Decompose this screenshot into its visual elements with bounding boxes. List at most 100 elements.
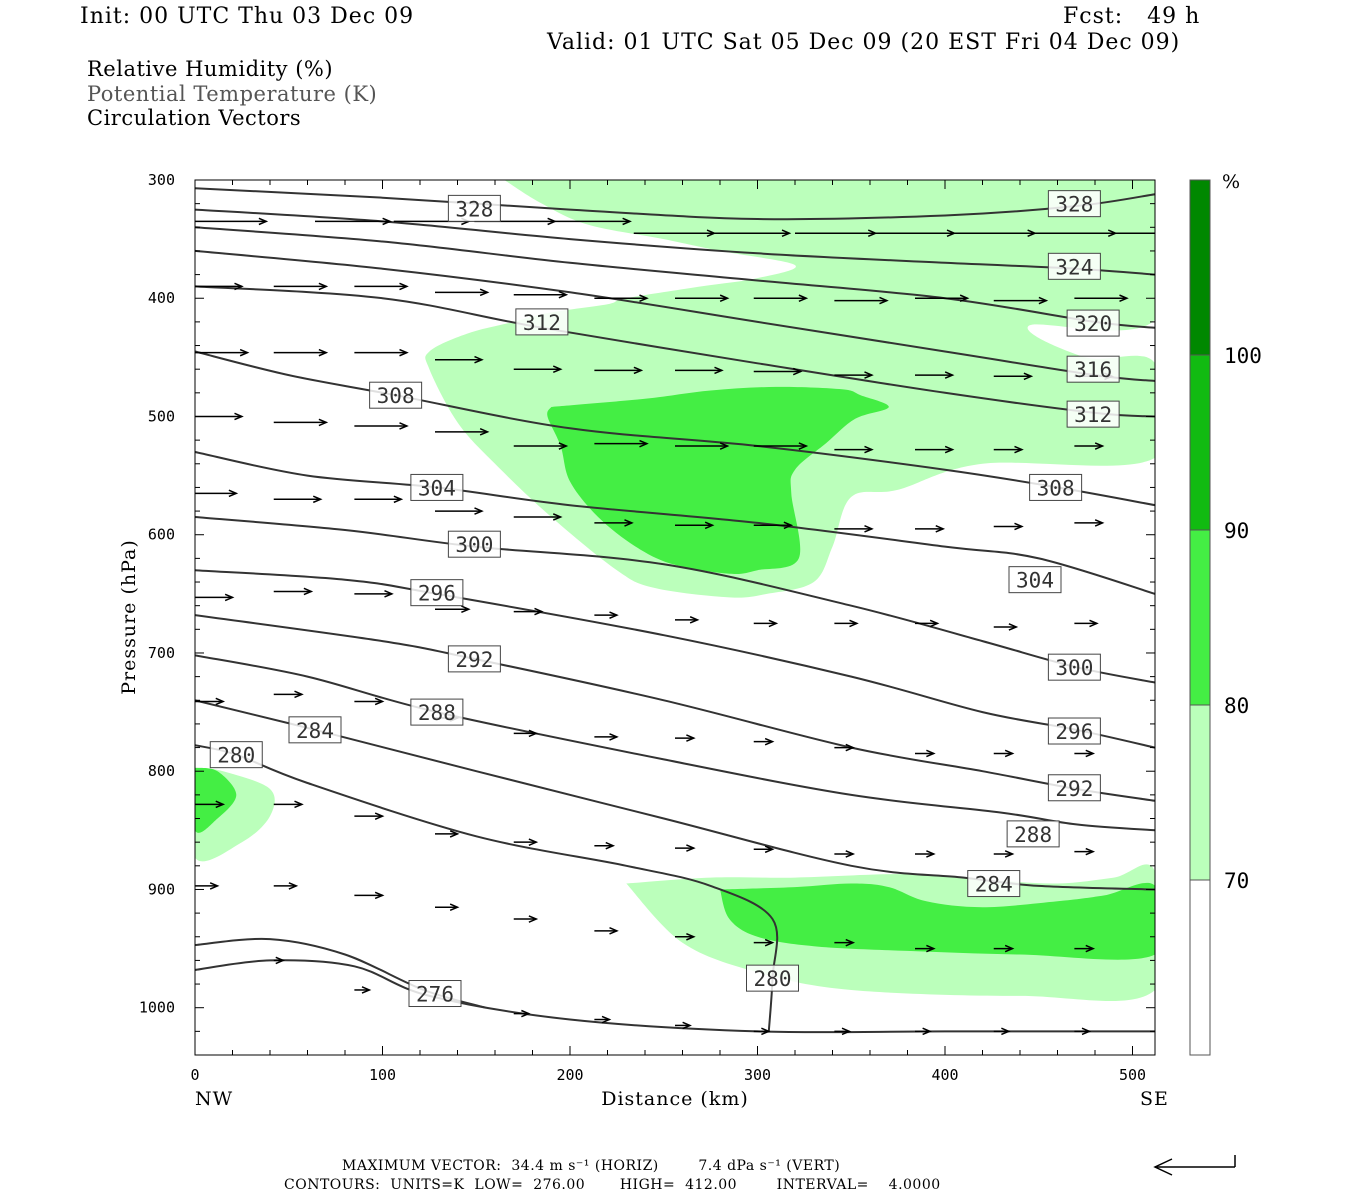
vector-head [474, 507, 484, 515]
contour-label-box [369, 381, 423, 409]
circulation-vector [435, 830, 460, 838]
contour-label-box [447, 645, 501, 673]
vector-head [864, 525, 874, 533]
circulation-vector [273, 418, 329, 427]
vector-head [704, 521, 715, 530]
colorbar-segment [1189, 354, 1211, 531]
vector-head [944, 371, 955, 379]
circulation-vector [993, 445, 1024, 454]
circulation-vector [915, 294, 970, 303]
theta-contour-280 [195, 744, 779, 1032]
vector-head [864, 445, 874, 454]
colorbar-segment [1189, 879, 1211, 1056]
contour-label-300: 300 [455, 533, 493, 557]
vector-head [761, 1027, 771, 1036]
axes-layer: 0 100 200 300 400 500 300 400 500 600 700 800 900 100… [139, 171, 1155, 1084]
reference-vector-arrow [1153, 1155, 1236, 1176]
vector-head [1004, 749, 1015, 758]
vector-head [1004, 944, 1015, 953]
circulation-vector [753, 737, 775, 746]
circulation-vector [993, 749, 1015, 758]
contour-label-304: 304 [418, 476, 456, 500]
vector-head [879, 296, 889, 305]
vector-head [558, 290, 569, 299]
y-tick-label: 700 [148, 644, 175, 662]
circulation-vector [915, 850, 936, 858]
plot-frame [194, 179, 1156, 1056]
vector-head [552, 513, 563, 521]
circulation-vector [273, 348, 329, 357]
vector-head [361, 986, 372, 994]
circulation-vector [915, 371, 955, 379]
circulation-vector [273, 956, 286, 965]
circulation-vector [834, 850, 856, 858]
legend-relative-humidity: Relative Humidity (%) [87, 57, 334, 81]
circulation-vector [273, 282, 329, 291]
circulation-vector [915, 944, 936, 953]
circulation-vector [675, 734, 696, 742]
theta-contour-292 [195, 614, 1155, 802]
circulation-vector [753, 845, 775, 854]
x-axis-title: Distance (km) [601, 1088, 749, 1110]
contour-label-292: 292 [455, 648, 493, 672]
circulation-vector [435, 428, 490, 436]
circulation-vector [834, 445, 874, 454]
circulation-vector [594, 733, 619, 741]
circulation-vector [195, 489, 239, 498]
contour-label-box [447, 194, 501, 222]
vector-head [768, 619, 779, 628]
vector-head [1094, 442, 1105, 450]
contour-label-316: 316 [1074, 358, 1112, 382]
vector-head [686, 932, 696, 941]
vector-head [528, 915, 539, 923]
circulation-vector [753, 294, 809, 303]
vector-head [479, 428, 490, 436]
contour-label-box [1029, 473, 1083, 501]
y-tick-label: 600 [148, 526, 175, 544]
vector-head [609, 927, 619, 935]
colorbar-unit: % [1222, 171, 1241, 193]
y-tick-label: 900 [148, 880, 175, 898]
colorbar-level-label: 100 [1224, 344, 1262, 368]
vector-head [318, 418, 329, 427]
circulation-vector [675, 366, 724, 375]
circulation-vector [594, 611, 619, 619]
circulation-vector [915, 749, 936, 758]
vector-head [374, 891, 385, 900]
contour-label-308: 308 [1037, 476, 1075, 500]
x-left-label: NW [195, 1088, 233, 1110]
contour-label-280: 280 [754, 967, 792, 991]
contour-label-box [410, 698, 464, 726]
vector-head [215, 697, 226, 706]
contour-label-layer: 328 328 324 320 316 312 312 308 308 304 304 300 300 2… [209, 190, 1120, 1008]
circulation-vector [513, 290, 569, 299]
theta-contour-320 [195, 226, 1155, 329]
circulation-vector [675, 442, 730, 450]
circulation-vector [993, 372, 1034, 381]
circulation-vector [993, 850, 1015, 858]
contour-label-box [288, 716, 342, 744]
circulation-vector [354, 891, 385, 900]
vector-head [275, 956, 286, 965]
circulation-vector [753, 442, 809, 450]
contour-label-288: 288 [1014, 823, 1052, 847]
circulation-vector [273, 495, 323, 504]
circulation-vector [1074, 944, 1096, 953]
circulation-vector [435, 903, 460, 912]
circulation-vector [834, 525, 874, 533]
contour-label-284: 284 [296, 719, 334, 743]
circulation-vector [315, 217, 392, 226]
circulation-vector [834, 743, 856, 752]
circulation-vector [753, 521, 794, 530]
contour-label-box [967, 870, 1021, 898]
vector-head [294, 690, 304, 699]
vector-head [845, 850, 856, 858]
contour-label-box [1047, 252, 1101, 280]
contour-label-box [1047, 774, 1101, 802]
vector-head [312, 495, 323, 504]
y-axis-title: Pressure (hPa) [118, 539, 140, 695]
vector-head [609, 611, 619, 619]
contour-label-296: 296 [1055, 720, 1093, 744]
rh-region-80-1 [547, 386, 889, 575]
circulation-vector [834, 371, 874, 379]
